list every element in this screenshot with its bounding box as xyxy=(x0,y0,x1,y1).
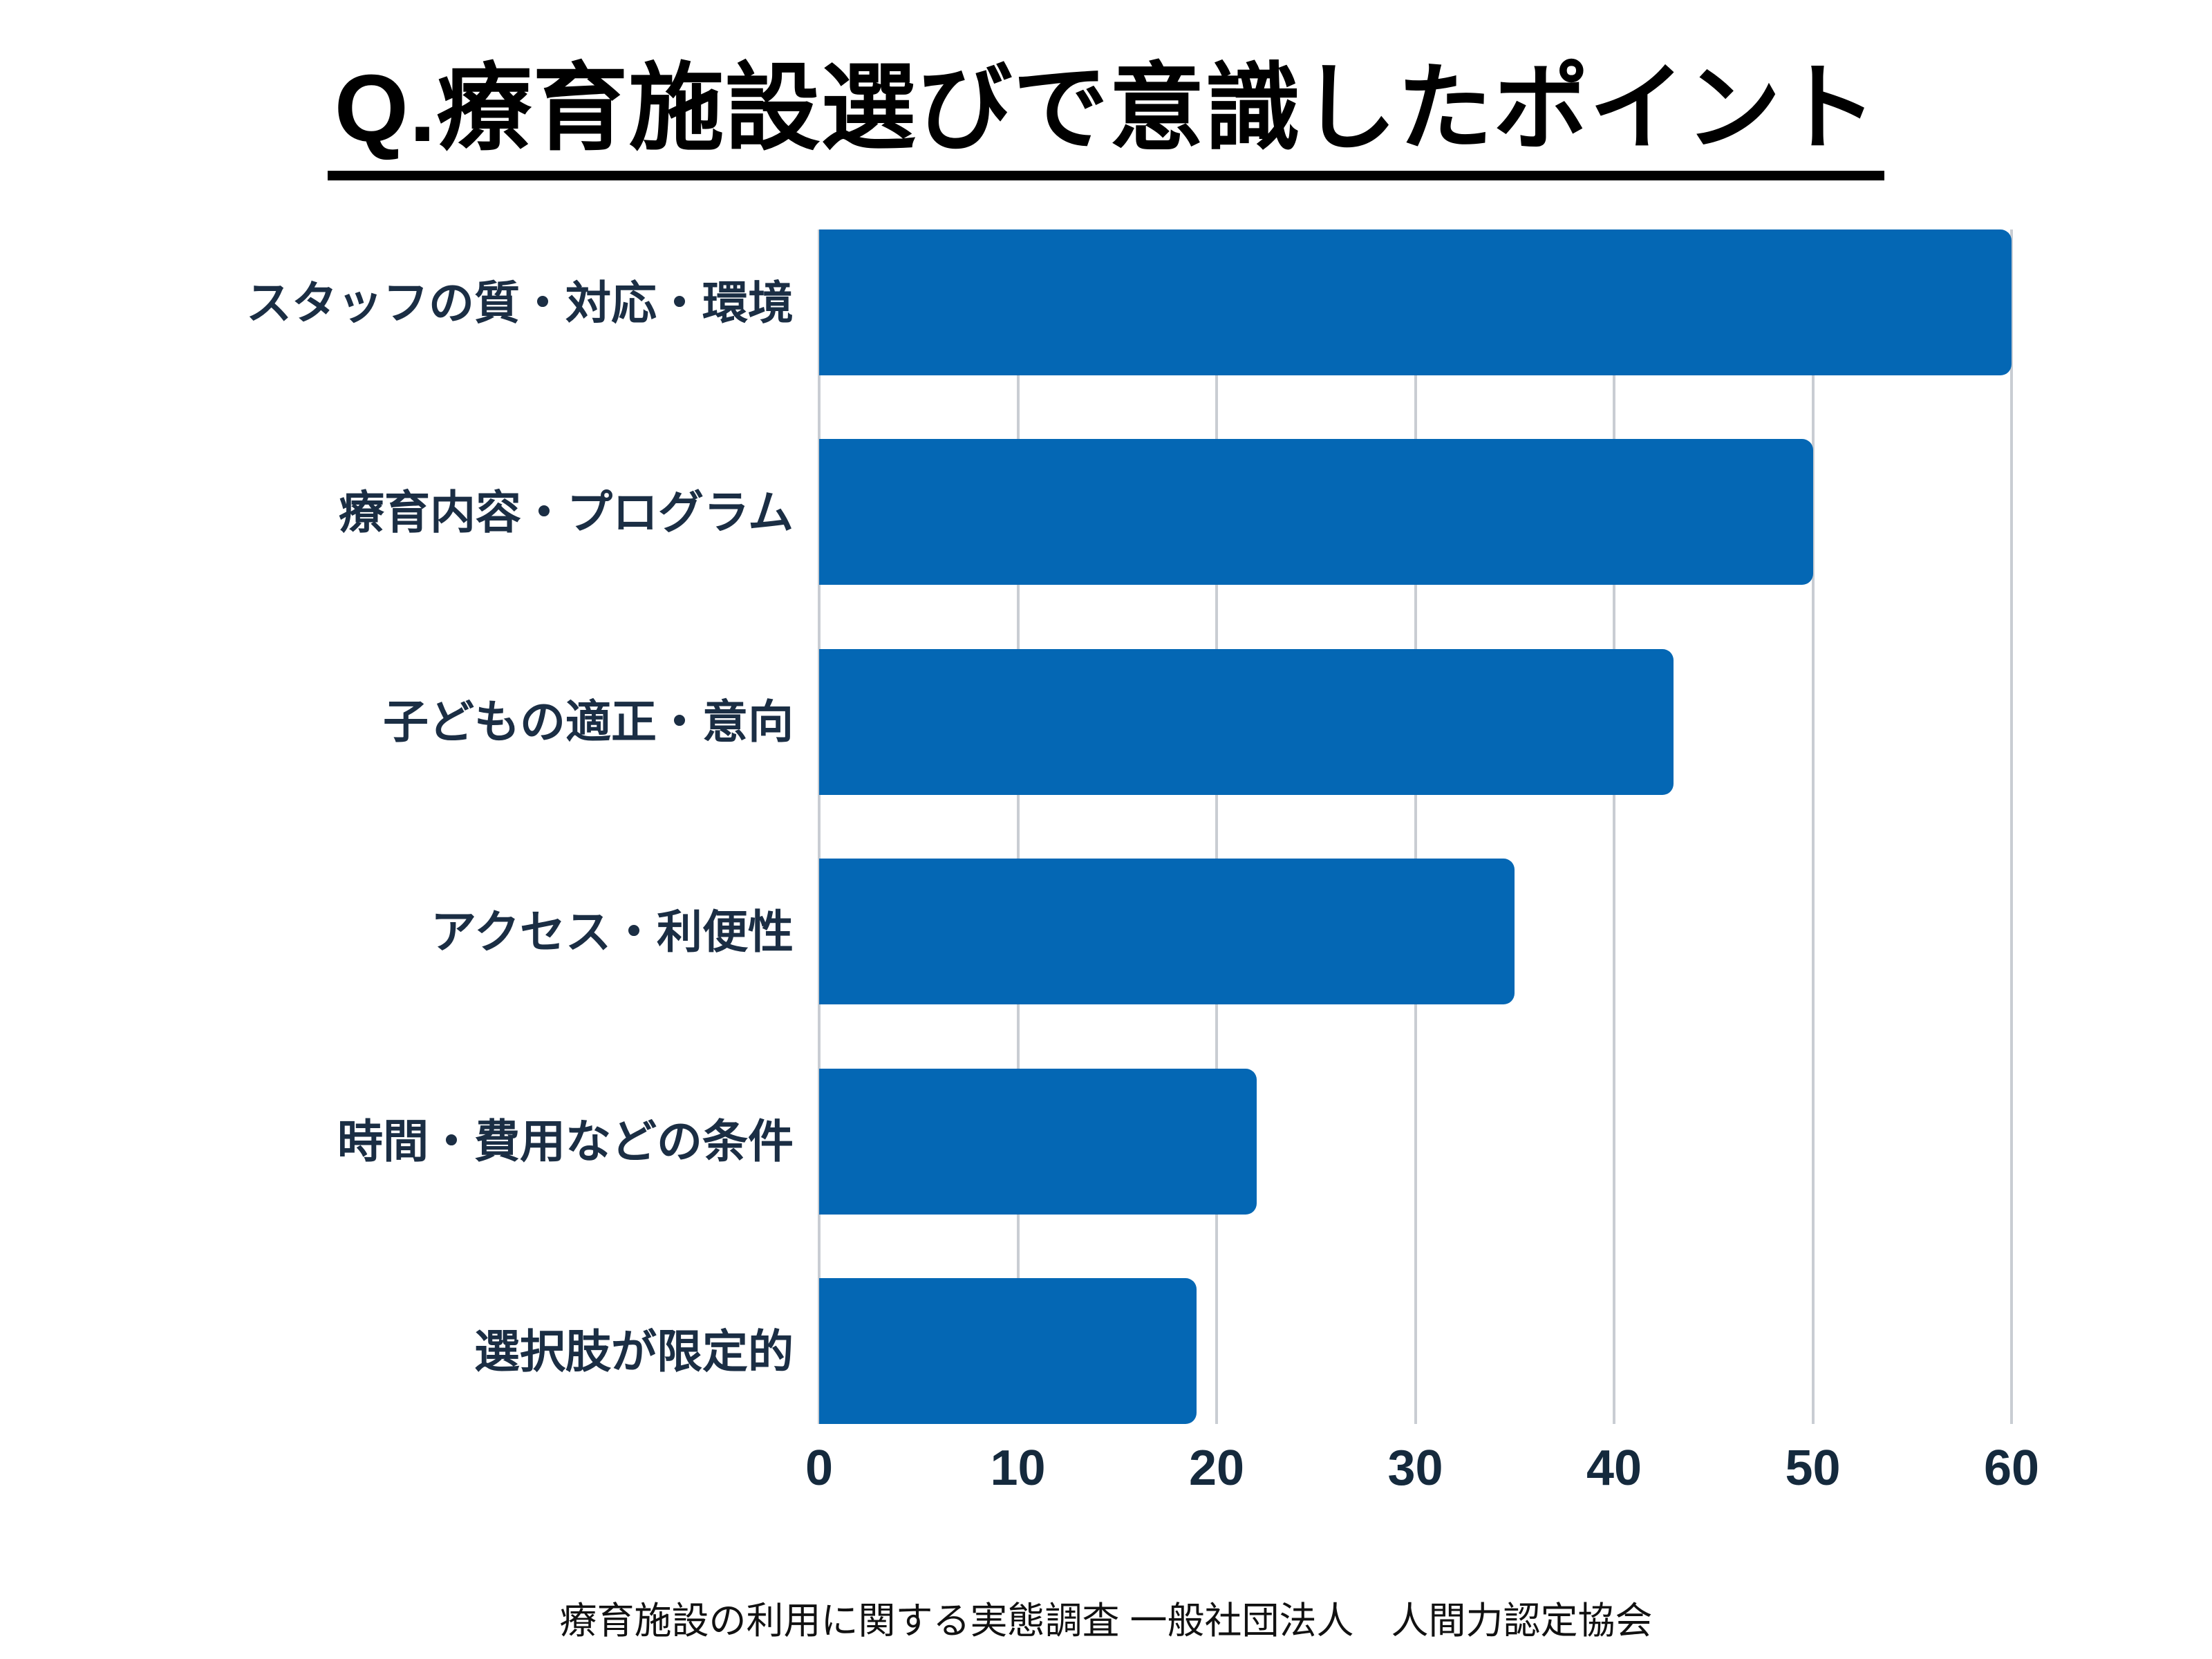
bar-5 xyxy=(819,1278,1197,1424)
gridline xyxy=(1811,229,1815,1424)
category-label: アクセス・利便性 xyxy=(431,906,794,957)
chart-title: Q.療育施設選びで意識したポイント xyxy=(327,54,1885,180)
x-tick-label: 20 xyxy=(1188,1441,1245,1496)
plot-area xyxy=(818,229,2013,1424)
bar-3 xyxy=(819,859,1515,1005)
title-row: Q.療育施設選びで意識したポイント xyxy=(0,54,2212,180)
gridline xyxy=(1016,229,1020,1424)
gridline xyxy=(818,229,821,1424)
source-note: 療育施設の利用に関する実態調査 一般社団法人 人間力認定協会 xyxy=(559,1600,1653,1642)
bar-4 xyxy=(819,1068,1257,1215)
bar-2 xyxy=(819,648,1674,795)
bar-0 xyxy=(819,229,2012,375)
bar-1 xyxy=(819,439,1813,585)
category-label: 療育内容・プログラム xyxy=(338,486,794,538)
x-tick-label: 40 xyxy=(1586,1441,1642,1496)
category-label: 時間・費用などの条件 xyxy=(337,1116,794,1168)
category-label: 選択肢が限定的 xyxy=(474,1325,794,1377)
x-tick-label: 60 xyxy=(1983,1441,2040,1496)
x-tick-label: 50 xyxy=(1785,1441,1841,1496)
gridline xyxy=(2010,229,2013,1424)
x-tick-label: 30 xyxy=(1387,1441,1443,1496)
x-tick-label: 10 xyxy=(990,1441,1046,1496)
gridline xyxy=(1414,229,1417,1424)
category-label: 子どもの適正・意向 xyxy=(383,696,794,748)
gridline xyxy=(1215,229,1218,1424)
category-label: スタッフの質・対応・環境 xyxy=(246,276,794,328)
gridline xyxy=(1613,229,1615,1424)
x-tick-label: 0 xyxy=(805,1441,834,1496)
